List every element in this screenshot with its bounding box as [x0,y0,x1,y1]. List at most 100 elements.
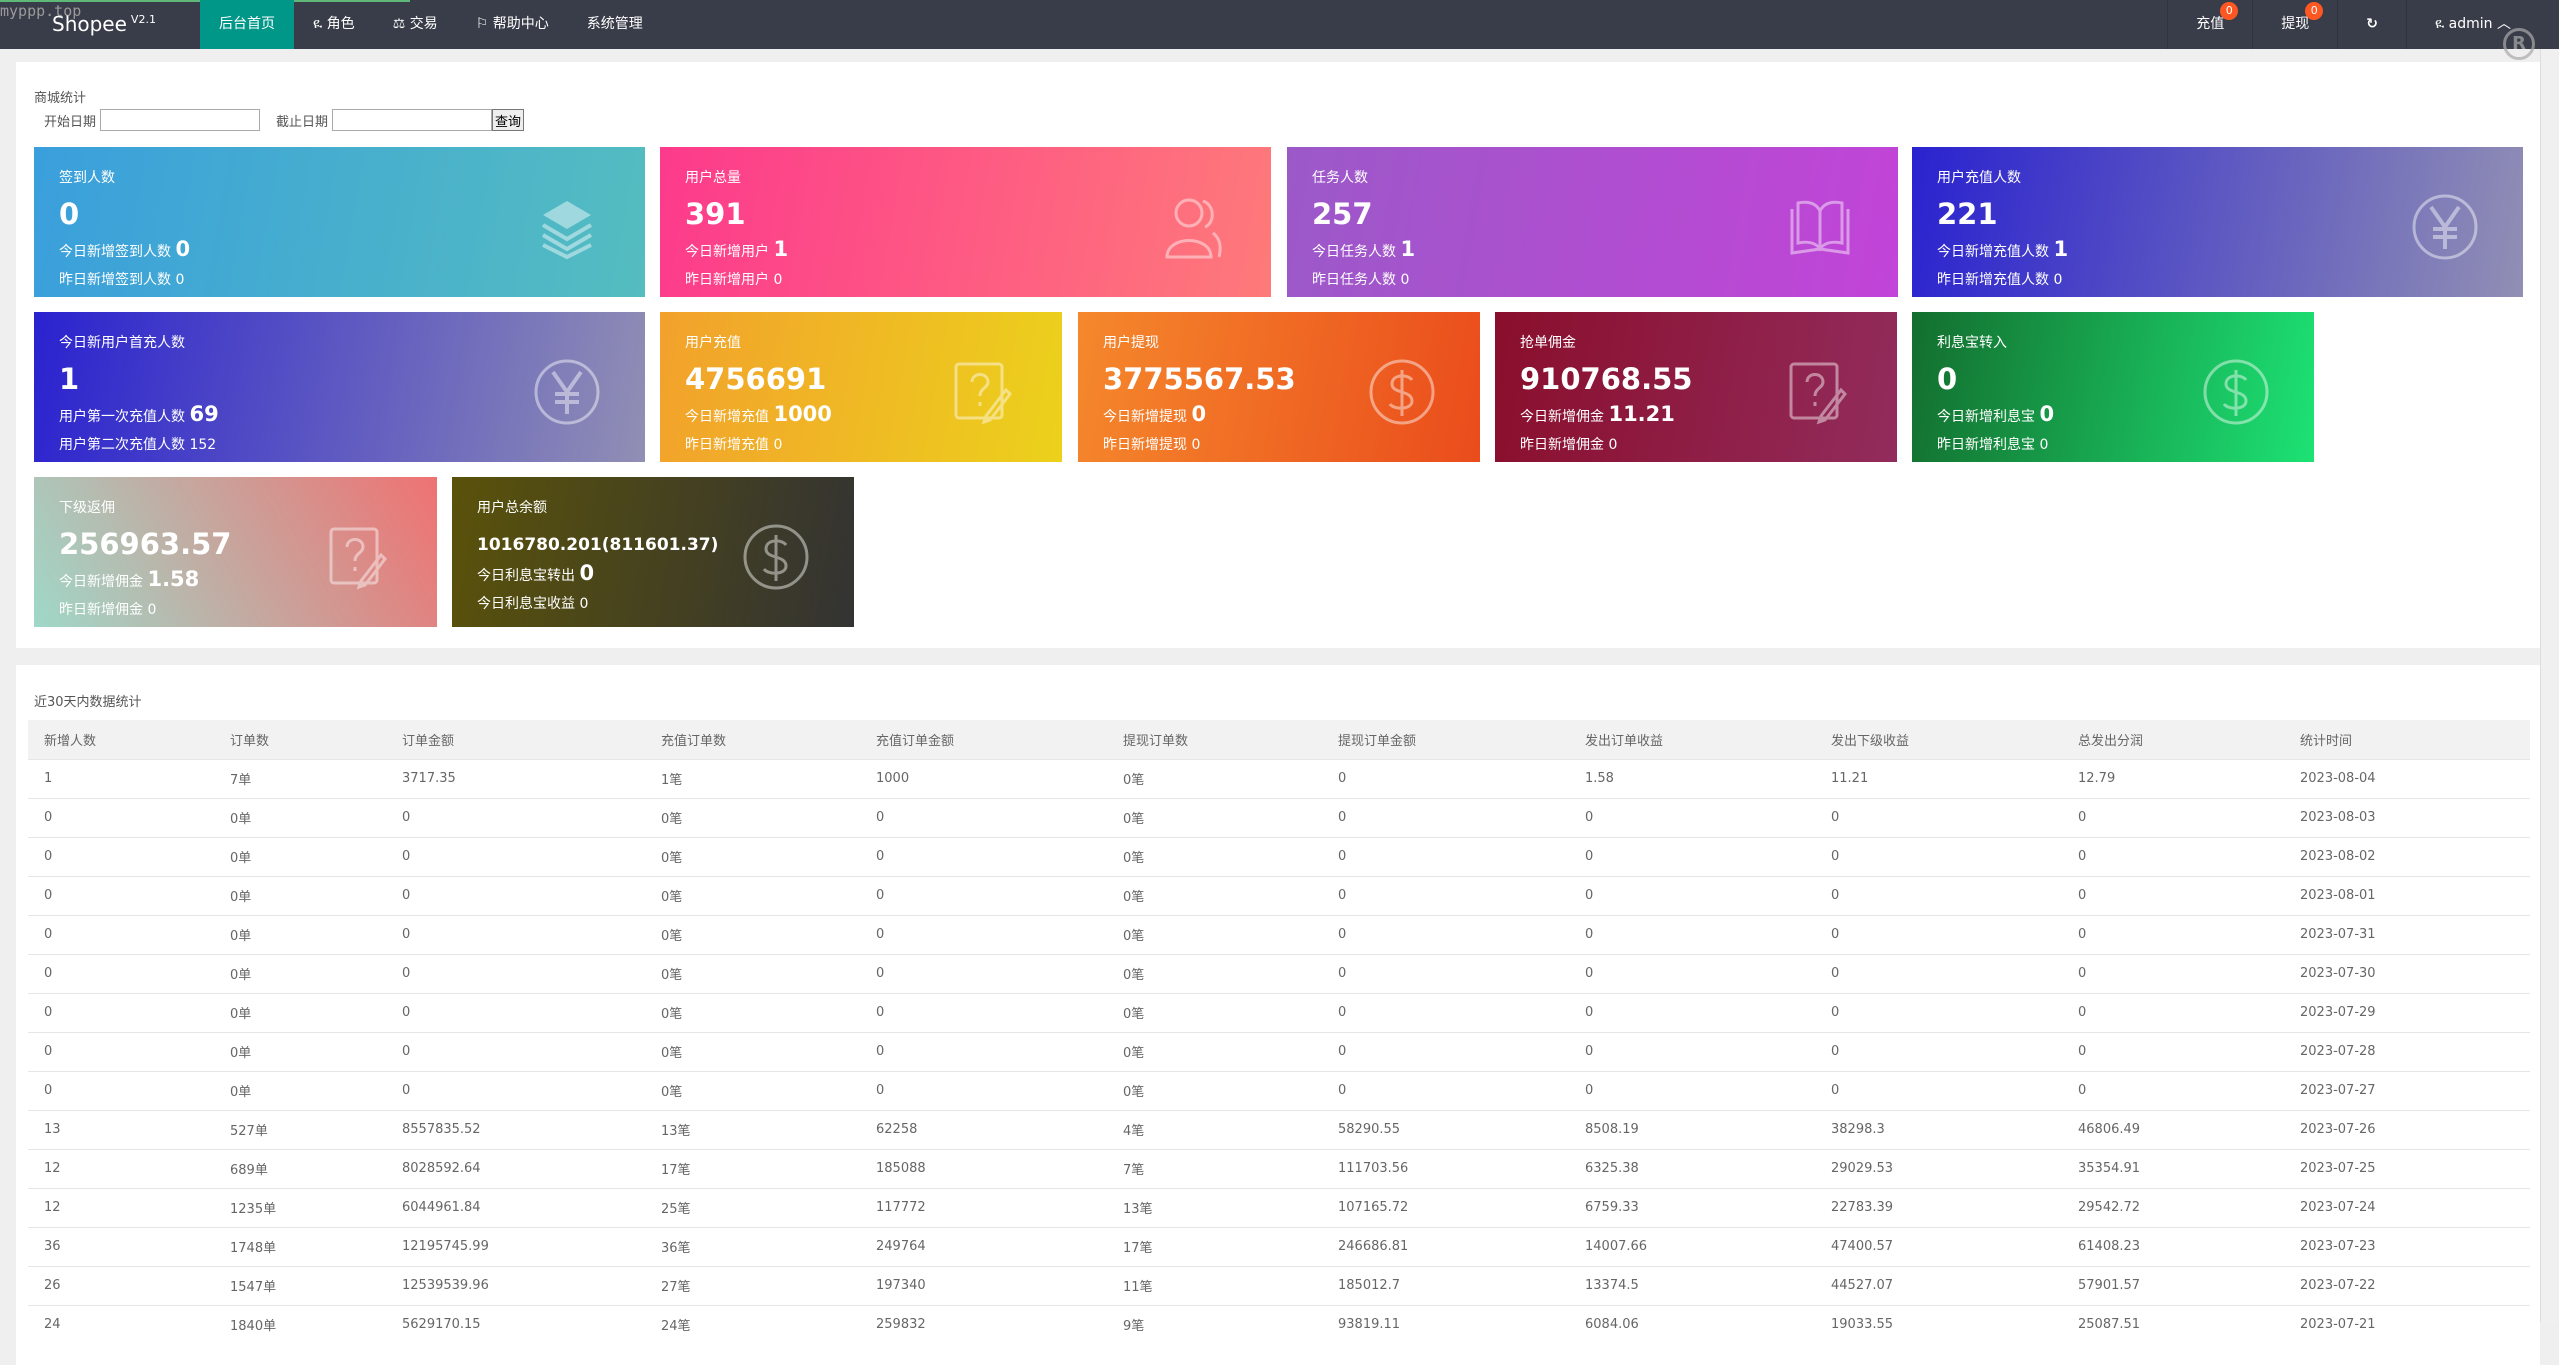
table-cell: 0笔 [1107,1070,1322,1110]
table-cell: 0 [1815,875,2062,915]
card-value: 1 [59,362,80,396]
table-cell: 7单 [214,758,386,798]
table-cell: 19033.55 [1815,1304,2062,1344]
scrollbar[interactable] [2540,49,2559,1322]
table-cell: 27笔 [645,1265,860,1305]
table-cell: 185088 [860,1148,1107,1188]
table-cell: 0 [1815,1070,2062,1110]
table-cell: 29029.53 [1815,1148,2062,1188]
menu-home[interactable]: 后台首页 [200,0,294,49]
table-cell: 0 [1322,758,1569,798]
card-yesterday: 昨日任务人数 0 [1312,272,1410,288]
table-cell: 0 [860,875,1107,915]
scale-icon: ⚖ [392,16,410,32]
card-today-value: 11.21 [1608,402,1675,426]
table-cell: 0 [1322,1070,1569,1110]
table-cell: 249764 [860,1226,1107,1266]
card-today-value: 1.58 [147,567,200,591]
table-cell: 0 [1322,992,1569,1032]
menu-role[interactable]: ዪ 角色 [294,0,374,49]
table-cell: 1000 [860,758,1107,798]
table-cell: 689单 [214,1148,386,1188]
menu-help[interactable]: ⚐ 帮助中心 [457,0,568,49]
menu-label: 交易 [409,16,438,32]
column-header: 总发出分润 [2062,720,2284,759]
table-cell: 61408.23 [2062,1226,2284,1266]
menu-trade[interactable]: ⚖ 交易 [374,0,457,49]
table-cell: 93819.11 [1322,1304,1569,1344]
card-title: 用户提现 [1103,335,1159,351]
card-value: 221 [1937,197,1998,231]
card-today-label: 用户第一次充值人数 [59,409,185,425]
right-nav: 充值 0 提现 0 ↻ ዪ admin ︿ [2167,0,2539,49]
table-cell: 0单 [214,914,386,954]
table-cell: 0 [1815,953,2062,993]
table-cell: 57901.57 [2062,1265,2284,1305]
table-row: 0 0单 0 0笔 0 0笔 0 0 0 0 2023-07-27 [28,1070,2530,1110]
logo-text: Shopee [52,12,127,36]
table-cell: 47400.57 [1815,1226,2062,1266]
card-today-label: 今日新增提现 [1103,409,1187,425]
table-cell: 0 [386,1031,645,1071]
table-cell: 0单 [214,1031,386,1071]
table-cell: 2023-07-31 [2284,914,2530,954]
table-cell: 24 [28,1304,214,1344]
table-cell: 17笔 [645,1148,860,1188]
recharge-link[interactable]: 充值 0 [2167,0,2252,49]
query-button[interactable]: 查询 [492,109,525,131]
card-today-label: 今日新增充值 [685,409,769,425]
table-cell: 0 [2062,1031,2284,1071]
table-cell: 0 [860,953,1107,993]
table-cell: 3717.35 [386,758,645,798]
question-edit-icon [325,523,393,591]
chevron-up-icon: ︿ [2492,16,2511,32]
table-cell: 0 [28,992,214,1032]
table-cell: 1 [28,758,214,798]
card-title: 用户充值人数 [1937,170,2021,186]
table-cell: 0 [386,797,645,837]
card-value: 0 [1937,362,1958,396]
table-cell: 13 [28,1109,214,1149]
end-date-input[interactable] [332,109,493,131]
table-cell: 8028592.64 [386,1148,645,1188]
table-cell: 46806.49 [2062,1109,2284,1149]
table-cell: 2023-08-02 [2284,836,2530,876]
stat-card: 下级返佣 256963.57 今日新增佣金 1.58 昨日新增佣金 0 [34,477,437,627]
refresh-button[interactable]: ↻ [2337,0,2406,49]
table-cell: 38298.3 [1815,1109,2062,1149]
book-icon [1786,193,1854,261]
table-cell: 0 [386,836,645,876]
end-date-label: 截止日期 [276,114,329,130]
table-cell: 0笔 [1107,836,1322,876]
card-title: 用户总量 [685,170,741,186]
stat-card: 用户充值人数 221 今日新增充值人数 1 昨日新增充值人数 0 [1912,147,2523,297]
stat-card: 用户提现 3775567.53 今日新增提现 0 昨日新增提现 0 [1078,312,1480,462]
table-cell: 0 [860,797,1107,837]
table-cell: 14007.66 [1569,1226,1815,1266]
table-cell: 0 [28,953,214,993]
table-cell: 197340 [860,1265,1107,1305]
table-cell: 0 [1569,992,1815,1032]
withdraw-link[interactable]: 提现 0 [2252,0,2337,49]
card-value: 0 [59,197,80,231]
table-cell: 0笔 [1107,914,1322,954]
card-today: 今日新增充值 1000 [685,402,1037,426]
table-cell: 26 [28,1265,214,1305]
card-today-label: 今日任务人数 [1312,244,1396,260]
user-menu[interactable]: ዪ admin ︿ [2406,0,2539,49]
recent-stats-panel: 近30天内数据统计 新增人数 订单数 订单金额 充值订单数 充值订单金额 提现订单数 提现订… [16,665,2540,1365]
card-value: 257 [1312,197,1373,231]
start-date-input[interactable] [100,109,261,131]
card-value: 256963.57 [59,527,232,561]
card-title: 抢单佣金 [1520,335,1576,351]
table-row: 1 7单 3717.35 1笔 1000 0笔 0 1.58 11.21 12.79 2023-08… [28,758,2530,798]
table-cell: 0单 [214,1070,386,1110]
table-cell: 0 [1322,875,1569,915]
menu-label: 帮助中心 [492,16,549,32]
card-today-value: 0 [175,237,191,261]
logo[interactable]: Shopee V2.1 [52,12,156,36]
table-row: 13 527单 8557835.52 13笔 62258 4笔 58290.55 8508.1… [28,1109,2530,1149]
menu-system[interactable]: 系统管理 [586,16,643,32]
column-header: 提现订单金额 [1322,720,1569,759]
table-cell: 12.79 [2062,758,2284,798]
